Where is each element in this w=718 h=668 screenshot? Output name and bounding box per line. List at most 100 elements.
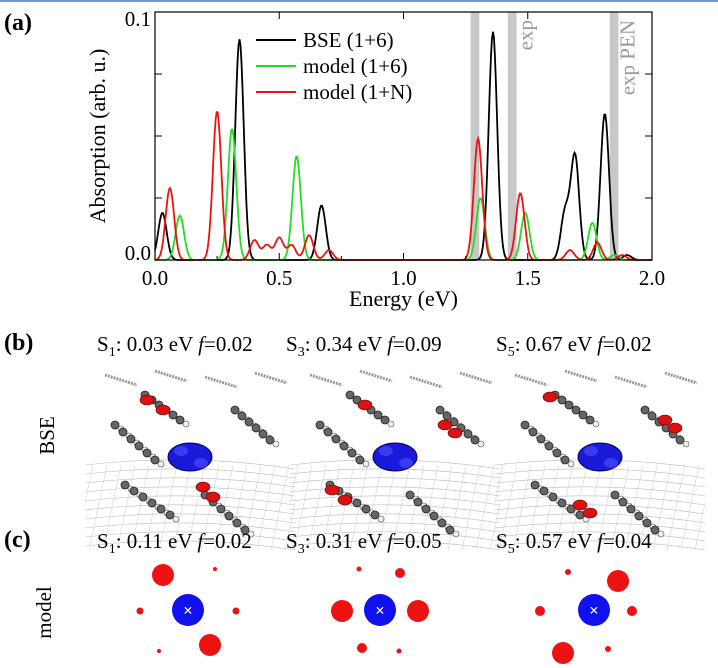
substrate-line [270, 464, 290, 550]
hydrogen-atom [182, 420, 190, 428]
substrate-line [540, 464, 560, 550]
substrate-line [349, 464, 369, 550]
carbon-atom [557, 498, 567, 508]
donor-site [172, 594, 204, 626]
carbon-atom [435, 405, 445, 415]
substrate-line [335, 464, 355, 550]
carbon-atom [138, 492, 148, 502]
model-state-5-title: S5: 0.57 eV f=0.04 [496, 529, 652, 558]
carbon-atom [129, 486, 139, 496]
hydrogen-atom [682, 440, 690, 448]
background-molecule [564, 369, 598, 383]
acceptor-site [356, 566, 362, 572]
exp-band-label: exp [514, 20, 538, 50]
carbon-atom [429, 511, 439, 521]
carbon-atom [552, 448, 562, 458]
bse-state-1-title: S1: 0.03 eV f=0.02 [97, 332, 253, 361]
acceptor-site [607, 570, 629, 592]
carbon-atom [528, 427, 538, 437]
substrate-line [256, 464, 276, 550]
substrate-line [495, 486, 705, 497]
carbon-atom [421, 504, 431, 514]
carbon-atom [470, 435, 480, 445]
substrate-line [363, 464, 383, 550]
carbon-atom [445, 525, 455, 535]
y-axis-label: Absorption (arb. u.) [85, 49, 110, 224]
carbon-atom [216, 504, 226, 514]
carbon-atom [230, 405, 240, 415]
acceptor-lobe [667, 422, 683, 434]
substrate-line [172, 464, 192, 550]
hydrogen-atom [272, 440, 280, 448]
acceptor-lobe [155, 404, 171, 416]
substrate-line [290, 495, 500, 506]
carbon-atom [405, 490, 415, 500]
substrate-line [321, 464, 341, 550]
donor-site [364, 594, 396, 626]
carbon-atom [251, 423, 261, 433]
background-molecule [664, 371, 698, 385]
substrate-line [391, 464, 411, 550]
background-molecule [204, 375, 238, 389]
substrate-line [116, 464, 136, 550]
substrate-line [433, 464, 453, 550]
substrate-line [85, 531, 295, 542]
background-molecule [459, 371, 493, 385]
substrate-line [489, 501, 500, 550]
carbon-atom [626, 504, 636, 514]
acceptor-site [552, 642, 574, 664]
hydrogen-atom [657, 530, 665, 538]
model-orbital-image-5: × [535, 569, 637, 664]
carbon-atom [232, 518, 242, 528]
panel-label-c: (c) [4, 527, 31, 553]
x-tick-label: 0.5 [266, 266, 292, 290]
x-tick-label: 0.0 [142, 266, 168, 290]
acceptor-site [407, 600, 429, 622]
carbon-atom [315, 420, 325, 430]
row-label-model: model [31, 586, 56, 639]
substrate-line [495, 522, 705, 533]
carbon-atom [258, 429, 268, 439]
panel-label-b: (b) [4, 330, 34, 356]
donor-site [578, 594, 610, 626]
substrate-line [495, 477, 705, 488]
carbon-atom [361, 504, 371, 514]
exp-band-label: exp PEN [615, 20, 639, 95]
carbon-atom [610, 490, 620, 500]
background-molecule [254, 371, 288, 385]
carbon-atom [352, 498, 362, 508]
carbon-atom [150, 455, 160, 465]
legend-label: BSE (1+6) [303, 28, 394, 52]
background-molecule [409, 375, 443, 389]
hydrogen-atom [172, 515, 180, 523]
model-orbital-image-1: × [136, 564, 240, 656]
bse-orbital-image-3 [290, 369, 500, 550]
donor-cross-icon: × [375, 601, 385, 620]
carbon-atom [165, 510, 175, 520]
carbon-atom [571, 405, 581, 415]
acceptor-site [395, 568, 405, 578]
carbon-atom [618, 497, 628, 507]
hydrogen-atom [592, 420, 600, 428]
background-molecule [614, 375, 648, 389]
carbon-atom [370, 510, 380, 520]
carbon-atom [347, 448, 357, 458]
carbon-atom [339, 441, 349, 451]
carbon-atom [640, 405, 650, 415]
substrate-line [526, 464, 546, 550]
donor-lobe [379, 446, 393, 456]
acceptor-site [331, 600, 353, 622]
substrate-line [85, 504, 295, 515]
carbon-atom [355, 455, 365, 465]
acceptor-lobe [357, 399, 373, 411]
substrate-line [158, 464, 178, 550]
substrate-line [638, 464, 658, 550]
substrate-line [85, 513, 295, 524]
acceptor-lobe [572, 499, 588, 511]
carbon-atom [126, 434, 136, 444]
background-molecule [514, 373, 548, 387]
donor-lobe [584, 446, 598, 456]
substrate-line [284, 501, 295, 550]
substrate-line [461, 464, 481, 550]
carbon-atom [536, 434, 546, 444]
